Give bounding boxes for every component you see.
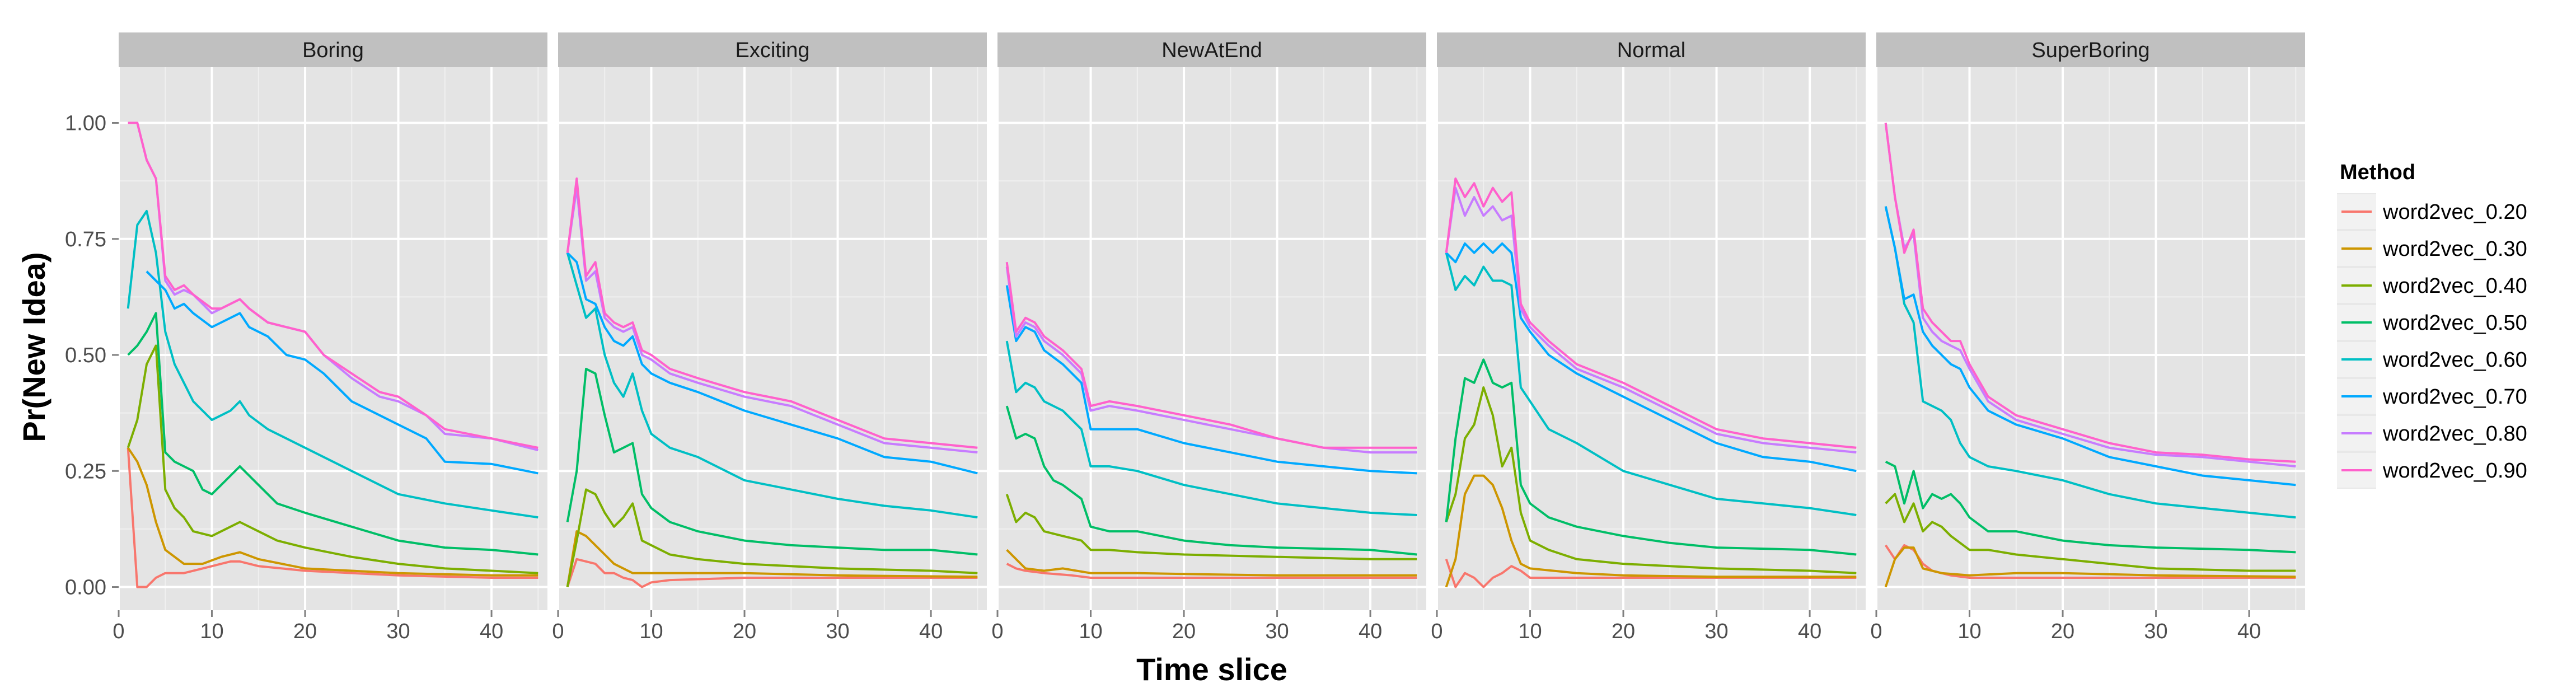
series-line-word2vec-0-50 <box>566 367 978 556</box>
facet-strip-label: NewAtEnd <box>1161 39 1262 62</box>
x-axis-title: Time slice <box>1136 652 1287 687</box>
legend-label: word2vec_0.50 <box>2382 311 2527 335</box>
x-tick-label: 0 <box>1431 620 1442 643</box>
series-line-word2vec-0-60 <box>566 252 978 519</box>
x-tick-label: 20 <box>1612 620 1635 643</box>
x-tick-label: 30 <box>1704 620 1728 643</box>
panel-background <box>1437 67 1866 610</box>
x-tick-label: 20 <box>733 620 756 643</box>
x-tick-label: 10 <box>1518 620 1542 643</box>
series-line-word2vec-0-60 <box>1005 340 1417 516</box>
y-tick-label: 1.00 <box>65 111 106 135</box>
facet-panels: Boring 0 10 20 30 40 0.00 0.25 0.50 0.75 1.00 Excit… <box>65 32 2305 643</box>
x-tick-label: 30 <box>2144 620 2167 643</box>
y-tick-label: 0.75 <box>65 228 106 251</box>
series-line-word2vec-0-70 <box>566 252 978 475</box>
x-tick-label: 0 <box>552 620 564 643</box>
legend-label: word2vec_0.80 <box>2382 422 2527 446</box>
x-tick-label: 40 <box>919 620 943 643</box>
facet-normal: Normal 0 10 20 30 40 <box>1431 32 1866 643</box>
legend-label: word2vec_0.90 <box>2382 459 2527 483</box>
series-line-word2vec-0-90 <box>1005 261 1417 449</box>
y-tick-label: 0.00 <box>65 576 106 600</box>
y-axis-title: Pr(New Idea) <box>16 252 51 442</box>
series-line-word2vec-0-70 <box>1005 285 1417 475</box>
x-tick-label: 40 <box>2237 620 2261 643</box>
facet-strip-label: Normal <box>1617 39 1685 62</box>
series-line-word2vec-0-50 <box>1885 460 2296 554</box>
facet-exciting: Exciting 0 10 20 30 40 <box>552 32 987 643</box>
x-tick-label: 30 <box>1265 620 1289 643</box>
series-line-word2vec-0-90 <box>1445 177 1857 449</box>
series-line-word2vec-0-30 <box>1884 546 2296 588</box>
series-line-word2vec-0-80 <box>1445 186 1857 454</box>
facet-strip <box>1437 32 1866 67</box>
legend-label: word2vec_0.30 <box>2382 237 2527 261</box>
series-line-word2vec-0-70 <box>146 270 538 475</box>
legend-title: Method <box>2340 161 2415 184</box>
series-line-word2vec-0-70 <box>1445 242 1857 473</box>
series-line-word2vec-0-50 <box>1445 358 1857 556</box>
series-line-word2vec-0-20 <box>1006 563 1417 579</box>
series-line-word2vec-0-30 <box>127 447 538 577</box>
series-line-word2vec-0-30 <box>566 530 978 587</box>
y-tick-label: 0.25 <box>65 460 106 483</box>
series-line-word2vec-0-60 <box>127 210 538 519</box>
facet-strip <box>558 32 987 67</box>
series-line-word2vec-0-20 <box>566 558 978 588</box>
x-tick-label: 10 <box>1079 620 1102 643</box>
series-line-word2vec-0-20 <box>1445 559 1857 588</box>
facet-strip-label: SuperBoring <box>2031 39 2149 62</box>
series-line-word2vec-0-90 <box>128 121 538 449</box>
series-line-word2vec-0-30 <box>1006 549 1417 577</box>
series-line-word2vec-0-90 <box>566 177 978 449</box>
series-line-word2vec-0-80 <box>1884 123 2296 467</box>
series-line-word2vec-0-50 <box>127 312 538 556</box>
panel-background <box>119 67 547 610</box>
facet-strip-label: Boring <box>302 39 364 62</box>
facet-strip <box>119 32 547 67</box>
series-line-word2vec-0-40 <box>1445 386 1857 574</box>
x-tick-label: 20 <box>2051 620 2074 643</box>
x-tick-label: 0 <box>991 620 1003 643</box>
x-tick-label: 40 <box>480 620 503 643</box>
legend-label: word2vec_0.20 <box>2382 200 2527 224</box>
series-line-word2vec-0-70 <box>1884 206 2296 487</box>
series-line-word2vec-0-20 <box>127 447 538 588</box>
x-tick-label: 30 <box>386 620 410 643</box>
x-tick-label: 20 <box>293 620 317 643</box>
series-line-word2vec-0-30 <box>1445 474 1857 588</box>
series-line-word2vec-0-60 <box>1884 206 2296 519</box>
series-line-word2vec-0-90 <box>1884 123 2296 463</box>
facet-superboring: SuperBoring 0 10 20 30 40 <box>1870 32 2305 643</box>
series-line-word2vec-0-40 <box>1885 493 2296 572</box>
facet-strip-label: Exciting <box>735 39 809 62</box>
series-line-word2vec-0-40 <box>1005 494 1417 560</box>
legend-label: word2vec_0.60 <box>2382 348 2527 372</box>
series-line-word2vec-0-80 <box>566 186 978 454</box>
x-tick-label: 0 <box>113 620 124 643</box>
y-tick-label: 0.50 <box>65 344 106 367</box>
series-line-word2vec-0-50 <box>1005 405 1417 556</box>
series-line-word2vec-0-40 <box>566 488 978 587</box>
x-tick-label: 10 <box>1957 620 1981 643</box>
x-tick-label: 40 <box>1798 620 1821 643</box>
facet-newatend: NewAtEnd 0 10 20 30 40 <box>991 32 1426 643</box>
x-tick-label: 10 <box>639 620 663 643</box>
legend-label: word2vec_0.70 <box>2382 385 2527 409</box>
facet-boring: Boring 0 10 20 30 40 0.00 0.25 0.50 0.75 1.00 <box>65 32 547 643</box>
facet-strip <box>1876 32 2305 67</box>
x-tick-label: 0 <box>1870 620 1882 643</box>
legend: Method word2vec_0.20 word2vec_0.30 word2ve… <box>2337 161 2527 489</box>
facet-strip <box>997 32 1426 67</box>
x-tick-label: 10 <box>200 620 223 643</box>
x-tick-label: 40 <box>1359 620 1382 643</box>
panel-background <box>997 67 1426 610</box>
x-tick-label: 30 <box>826 620 849 643</box>
legend-label: word2vec_0.40 <box>2382 274 2527 298</box>
x-tick-label: 20 <box>1172 620 1196 643</box>
series-line-word2vec-0-40 <box>127 344 538 574</box>
series-line-word2vec-0-60 <box>1445 252 1857 516</box>
